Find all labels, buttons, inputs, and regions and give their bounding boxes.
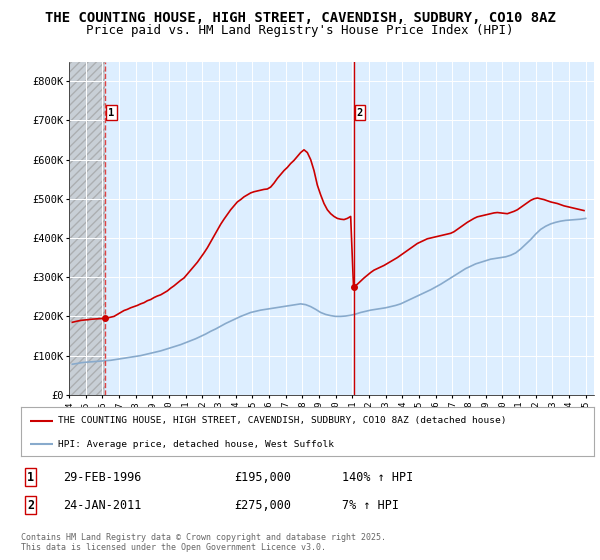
Bar <box>69 62 105 395</box>
Text: 29-FEB-1996: 29-FEB-1996 <box>63 470 142 484</box>
Text: Price paid vs. HM Land Registry's House Price Index (HPI): Price paid vs. HM Land Registry's House … <box>86 24 514 36</box>
Text: 2: 2 <box>27 498 34 512</box>
Text: £195,000: £195,000 <box>234 470 291 484</box>
Text: THE COUNTING HOUSE, HIGH STREET, CAVENDISH, SUDBURY, CO10 8AZ: THE COUNTING HOUSE, HIGH STREET, CAVENDI… <box>44 11 556 25</box>
Text: 2: 2 <box>357 108 363 118</box>
Text: This data is licensed under the Open Government Licence v3.0.: This data is licensed under the Open Gov… <box>21 543 326 552</box>
Text: 140% ↑ HPI: 140% ↑ HPI <box>342 470 413 484</box>
Text: Contains HM Land Registry data © Crown copyright and database right 2025.: Contains HM Land Registry data © Crown c… <box>21 533 386 542</box>
Text: 1: 1 <box>108 108 115 118</box>
Text: THE COUNTING HOUSE, HIGH STREET, CAVENDISH, SUDBURY, CO10 8AZ (detached house): THE COUNTING HOUSE, HIGH STREET, CAVENDI… <box>58 417 507 426</box>
Text: 7% ↑ HPI: 7% ↑ HPI <box>342 498 399 512</box>
Text: HPI: Average price, detached house, West Suffolk: HPI: Average price, detached house, West… <box>58 440 334 449</box>
Text: £275,000: £275,000 <box>234 498 291 512</box>
Text: 24-JAN-2011: 24-JAN-2011 <box>63 498 142 512</box>
Text: 1: 1 <box>27 470 34 484</box>
